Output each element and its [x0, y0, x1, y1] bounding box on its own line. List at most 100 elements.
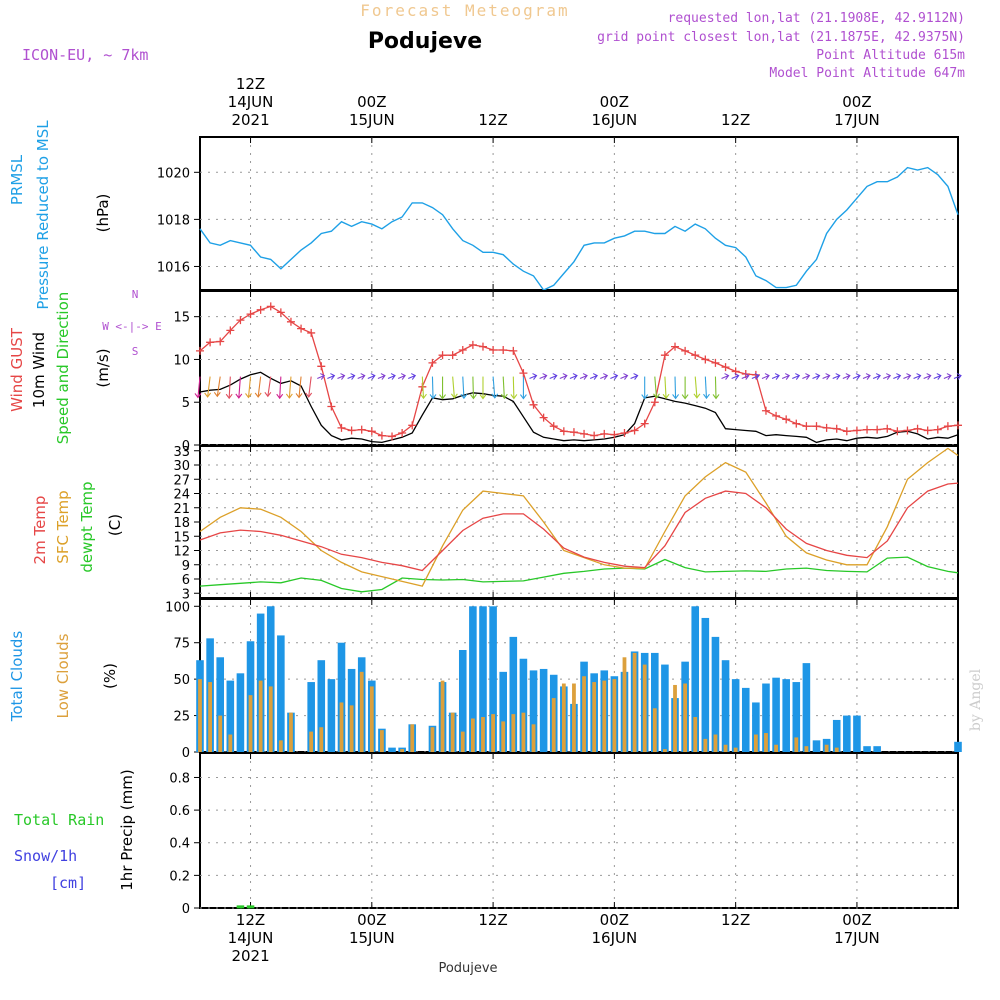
total-cloud-bar [691, 606, 700, 752]
wind-direction-arrowhead [235, 393, 243, 399]
top-time-label: 15JUN [349, 111, 395, 129]
low-cloud-bar [824, 744, 829, 752]
low-cloud-bar [723, 744, 728, 752]
wind-gust-marker [822, 423, 831, 432]
total-cloud-bar [539, 668, 548, 752]
wind-direction-arrowhead [194, 393, 202, 399]
total-cloud-bar [529, 670, 538, 752]
total-cloud-bar [469, 606, 477, 752]
wind-gust-marker [640, 419, 649, 428]
dewpt-temp-line [199, 556, 959, 593]
wind-gust-marker [761, 406, 770, 415]
footer-location: Podujeve [438, 961, 497, 976]
wind-direction-arrow [502, 376, 505, 399]
low-cloud-bar [319, 727, 324, 752]
wind-direction-arrow [367, 373, 376, 380]
y-tick-label: 9 [182, 559, 190, 574]
y-tick-label: 5 [182, 396, 190, 411]
wind-direction-arrow [943, 373, 952, 380]
wind-direction-arrow [472, 376, 475, 399]
wind-gust-marker [660, 351, 669, 360]
wind-gust-marker [327, 402, 336, 411]
panel-clouds: 0 25 50 75 100 [165, 598, 962, 761]
total-cloud-bar [873, 746, 881, 752]
low-cloud-bar [410, 724, 415, 752]
total-cloud-bar [236, 673, 245, 752]
total-cloud-bar [782, 679, 790, 752]
wind-direction-arrow [357, 373, 366, 380]
panel-frame-precip [199, 752, 959, 909]
low-cloud-bar [218, 715, 223, 752]
wind-direction-arrow [257, 376, 262, 398]
low-cloud-bar [430, 727, 435, 752]
total-cloud-bar [327, 679, 336, 752]
panels: 1016101810200510153691215182124273033025… [8, 120, 962, 917]
wind-gust-marker [671, 342, 680, 351]
low-cloud-bar [652, 708, 657, 752]
wind-direction-arrow [308, 376, 312, 398]
wind-direction-arrow [317, 373, 326, 380]
wind-gust-marker [367, 427, 376, 436]
wind-gust-marker [802, 422, 811, 431]
author-watermark: by Angel [968, 668, 984, 731]
wind-gust-marker [610, 430, 619, 439]
top-time-label: 12Z [721, 111, 750, 129]
bottom-time-label: 00Z [357, 911, 386, 929]
wind-direction-arrowhead [641, 394, 649, 400]
wind-gust-marker [832, 424, 841, 433]
wind-gust-marker [893, 427, 902, 436]
wind-direction-arrowhead [712, 394, 720, 400]
wind-direction-arrow [512, 376, 515, 399]
low-cloud-bar [703, 738, 708, 752]
wind-direction-arrow [771, 373, 780, 380]
wind-gust-marker [226, 326, 235, 335]
chart-title: Forecast Meteogram [360, 1, 569, 20]
wind-direction-arrow [298, 376, 302, 398]
total-cloud-bar [479, 606, 487, 752]
low-cloud-bar [450, 712, 455, 752]
wind-gust-marker [559, 427, 568, 436]
total-cloud-bar [731, 679, 740, 752]
total-cloud-bar [337, 642, 346, 752]
pressure-label: PRMSL [8, 154, 26, 205]
dewpt-temp-label: dewpt Temp [78, 481, 96, 572]
wind-gust-marker [539, 413, 548, 422]
low-cloud-bar [481, 717, 485, 752]
wind-gust-marker [681, 346, 690, 355]
precip-unit: 1hr Precip (mm) [118, 769, 136, 890]
low-cloud-bar [460, 731, 465, 752]
top-time-label: 16JUN [592, 111, 638, 129]
temp-2m-label: 2m Temp [31, 496, 49, 565]
wind-direction-arrow [529, 373, 538, 380]
wind-gust-marker [317, 362, 326, 371]
wind-gust-marker [398, 429, 407, 438]
low-cloud-bar [309, 731, 314, 752]
wind-gust-marker [701, 355, 710, 364]
top-time-label: 00Z [357, 93, 386, 111]
wind-gust-marker [863, 425, 872, 434]
y-tick-label: 10 [173, 353, 190, 368]
wind-gust-label: Wind GUST [8, 327, 26, 412]
low-cloud-bar [248, 695, 253, 752]
wind-direction-arrow [327, 373, 336, 380]
wind-direction-arrow [620, 373, 629, 380]
low-cloud-bar [359, 671, 364, 752]
wind-direction-arrow [207, 376, 211, 398]
total-cloud-bar [317, 660, 326, 752]
wind-direction-arrowhead [500, 393, 508, 400]
low-cloud-bar [764, 733, 768, 752]
panel-frame-wind [199, 290, 959, 446]
wind-direction-arrow [674, 376, 677, 399]
low-cloud-bar [753, 734, 758, 752]
low-cloud-bar [794, 737, 799, 752]
top-time-label: 14JUN [228, 93, 274, 111]
wind-gust-marker [711, 358, 720, 367]
low-cloud-bar [491, 714, 495, 752]
wind-direction-arrowhead [204, 392, 212, 398]
low-cloud-bar [501, 721, 506, 752]
low-cloud-bar [632, 652, 637, 752]
wind-gust-marker [620, 429, 629, 438]
wind-gust-marker [721, 363, 730, 372]
